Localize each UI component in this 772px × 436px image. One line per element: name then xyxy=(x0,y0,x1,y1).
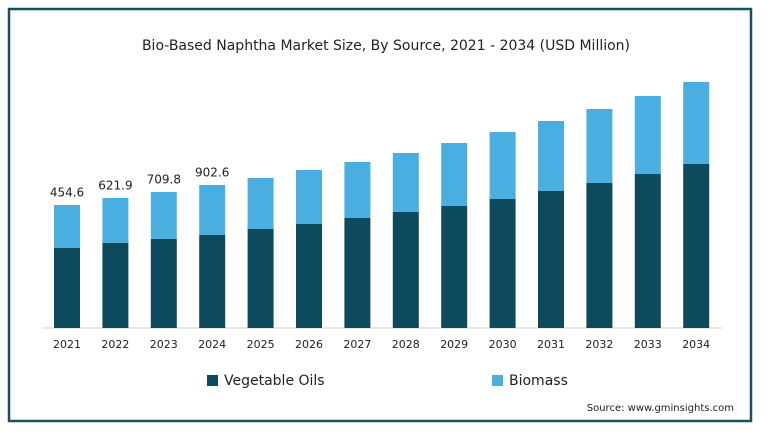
bar-segment xyxy=(54,248,80,328)
x-tick-label: 2028 xyxy=(392,338,420,351)
x-tick-label: 2034 xyxy=(682,338,710,351)
legend-swatch xyxy=(207,375,218,386)
total-label: 454.6 xyxy=(50,186,84,200)
total-label: 709.8 xyxy=(147,173,181,187)
bar-segment xyxy=(102,243,129,328)
bar-segment xyxy=(538,121,564,191)
bar-segment xyxy=(586,109,613,183)
x-tick-label: 2026 xyxy=(295,338,323,351)
x-tick-label: 2033 xyxy=(634,338,662,351)
legend-swatch xyxy=(492,375,503,386)
bar-segment xyxy=(441,143,468,206)
bar-segment xyxy=(634,174,661,328)
frame xyxy=(7,7,753,423)
x-tick-label: 2022 xyxy=(101,338,129,351)
bar-segment xyxy=(102,198,129,243)
bar-segment xyxy=(199,235,226,328)
bar-segment xyxy=(392,153,419,212)
bar-segment xyxy=(489,199,516,328)
bar-segment xyxy=(441,206,468,328)
x-tick-label: 2025 xyxy=(247,338,275,351)
x-tick-label: 2027 xyxy=(343,338,371,351)
total-label: 621.9 xyxy=(98,179,132,193)
legend-label: Biomass xyxy=(509,373,568,389)
x-tick-label: 2024 xyxy=(198,338,226,351)
bar-segment xyxy=(634,96,661,174)
bar-segment xyxy=(199,185,226,235)
total-label: 902.6 xyxy=(195,166,229,180)
bar-segment xyxy=(489,132,516,199)
source: Source: www.gminsights.com xyxy=(587,403,734,414)
bar-segment xyxy=(683,164,710,328)
bar-segment xyxy=(344,162,371,218)
legend-label: Vegetable Oils xyxy=(224,373,325,389)
bar-segment xyxy=(247,178,274,229)
bar-segment xyxy=(150,192,177,239)
x-tick-label: 2029 xyxy=(440,338,468,351)
bar-segment xyxy=(586,183,613,328)
bar-segment xyxy=(538,191,564,328)
x-tick-label: 2031 xyxy=(537,338,565,351)
bar-segment xyxy=(296,170,322,224)
x-tick-label: 2021 xyxy=(53,338,81,351)
bar-segment xyxy=(683,82,710,164)
chart-title: Bio-Based Naphtha Market Size, By Source… xyxy=(142,38,630,54)
bar-segment xyxy=(296,224,322,328)
bar-segment xyxy=(344,218,371,328)
x-tick-label: 2030 xyxy=(489,338,517,351)
x-tick-label: 2032 xyxy=(585,338,613,351)
bar-segment xyxy=(247,229,274,328)
bar-segment xyxy=(392,212,419,328)
x-tick-label: 2023 xyxy=(150,338,178,351)
bar-segment xyxy=(54,205,80,248)
bar-segment xyxy=(150,239,177,328)
